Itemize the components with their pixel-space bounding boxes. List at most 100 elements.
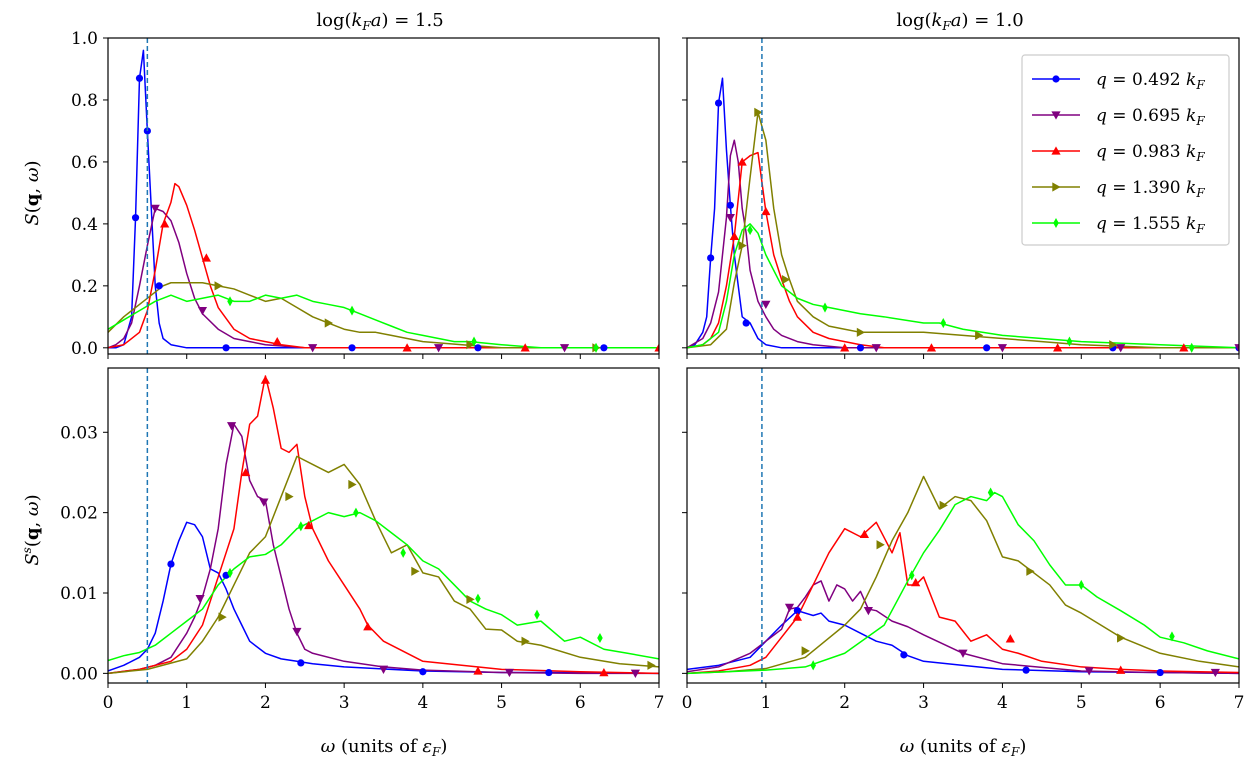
series-line	[108, 511, 659, 662]
data-point	[975, 330, 984, 341]
data-point	[227, 296, 233, 307]
series-line	[687, 609, 1239, 675]
data-point	[926, 343, 937, 352]
data-point	[304, 520, 314, 530]
data-point	[1116, 344, 1126, 353]
x-tick-label: 3	[918, 693, 929, 713]
data-point	[801, 646, 810, 656]
series-line	[108, 282, 659, 349]
data-point	[419, 668, 427, 676]
plot-area	[108, 49, 659, 353]
data-point	[908, 570, 915, 581]
data-point	[1156, 668, 1164, 677]
legend-entry: q = 0.983 kF	[1032, 142, 1205, 164]
series-line	[687, 151, 1239, 349]
data-point	[859, 529, 870, 539]
legend-marker	[1051, 146, 1061, 155]
panel-bottom-left: 0 1 2 3 4 5 6 7 0.00 0.01 0.02 0.03	[60, 367, 665, 713]
data-point	[647, 660, 656, 670]
series-line	[687, 111, 1239, 349]
data-point	[856, 344, 865, 352]
series-line	[108, 49, 659, 349]
axes-frame	[107, 367, 660, 684]
data-point	[297, 659, 305, 667]
data-point	[754, 107, 763, 117]
data-point	[135, 74, 144, 82]
data-point	[761, 300, 771, 310]
x-tick-label: 6	[575, 693, 586, 713]
data-point	[983, 344, 991, 352]
data-point	[1116, 665, 1126, 674]
x-tick-label: 0	[103, 693, 114, 713]
series-line	[108, 521, 659, 675]
data-point	[871, 344, 881, 353]
data-point	[725, 214, 735, 223]
series-line	[687, 521, 1239, 675]
x-tick-label: 0	[682, 693, 693, 713]
data-point	[863, 606, 873, 616]
data-point	[1053, 343, 1063, 352]
data-point	[987, 487, 994, 498]
series-line	[108, 375, 659, 675]
data-point	[292, 627, 302, 637]
data-point	[726, 201, 734, 209]
data-point	[150, 204, 160, 213]
data-point	[504, 668, 515, 678]
series-line	[108, 423, 659, 675]
legend-entry: q = 0.492 kF	[1032, 70, 1205, 92]
plot-area	[687, 77, 1239, 353]
y-tick-label: 0.00	[60, 664, 98, 684]
data-point	[227, 567, 233, 578]
data-point	[714, 99, 723, 107]
legend-frame	[1021, 54, 1230, 246]
data-point	[958, 649, 968, 658]
x-tick-label: 6	[1155, 693, 1166, 713]
data-point	[1234, 344, 1239, 353]
data-point	[1005, 634, 1015, 643]
data-point	[900, 651, 908, 659]
legend-label: q = 0.983 kF	[1096, 142, 1205, 164]
legend-entry: q = 1.555 kF	[1032, 214, 1205, 236]
data-point	[939, 500, 948, 511]
data-point	[348, 344, 356, 352]
data-point	[474, 344, 482, 352]
data-point	[737, 157, 747, 166]
data-point	[747, 225, 753, 236]
x-tick-label: 7	[654, 693, 665, 713]
data-point	[707, 254, 715, 262]
data-point	[654, 343, 659, 352]
x-tick-label: 7	[1234, 693, 1245, 713]
data-point	[201, 253, 211, 262]
plot-area	[108, 375, 659, 678]
series-line	[687, 223, 1239, 349]
data-point	[197, 306, 208, 316]
data-point	[1210, 668, 1220, 678]
y-tick-label: 0.03	[60, 423, 98, 443]
series-line	[108, 455, 659, 675]
data-point	[911, 577, 921, 587]
axes-frame	[107, 37, 660, 355]
x-tick-label: 4	[997, 693, 1008, 713]
data-point	[259, 498, 269, 507]
data-point	[876, 540, 885, 550]
y-tick-label: 0.8	[71, 91, 98, 111]
data-point	[940, 317, 947, 329]
series-line	[108, 207, 659, 349]
data-point	[402, 343, 412, 352]
data-point	[411, 566, 420, 576]
plot-area	[687, 475, 1239, 678]
data-point	[241, 467, 251, 477]
legend-marker	[1053, 217, 1059, 229]
series-line	[108, 294, 659, 349]
data-point	[761, 206, 771, 216]
data-point	[793, 607, 802, 615]
data-point	[160, 219, 170, 228]
data-point	[520, 343, 530, 352]
data-point	[1169, 631, 1175, 642]
data-point	[298, 521, 304, 532]
data-point	[349, 305, 355, 316]
data-point	[434, 344, 444, 353]
data-point	[593, 342, 599, 353]
data-point	[155, 282, 163, 290]
